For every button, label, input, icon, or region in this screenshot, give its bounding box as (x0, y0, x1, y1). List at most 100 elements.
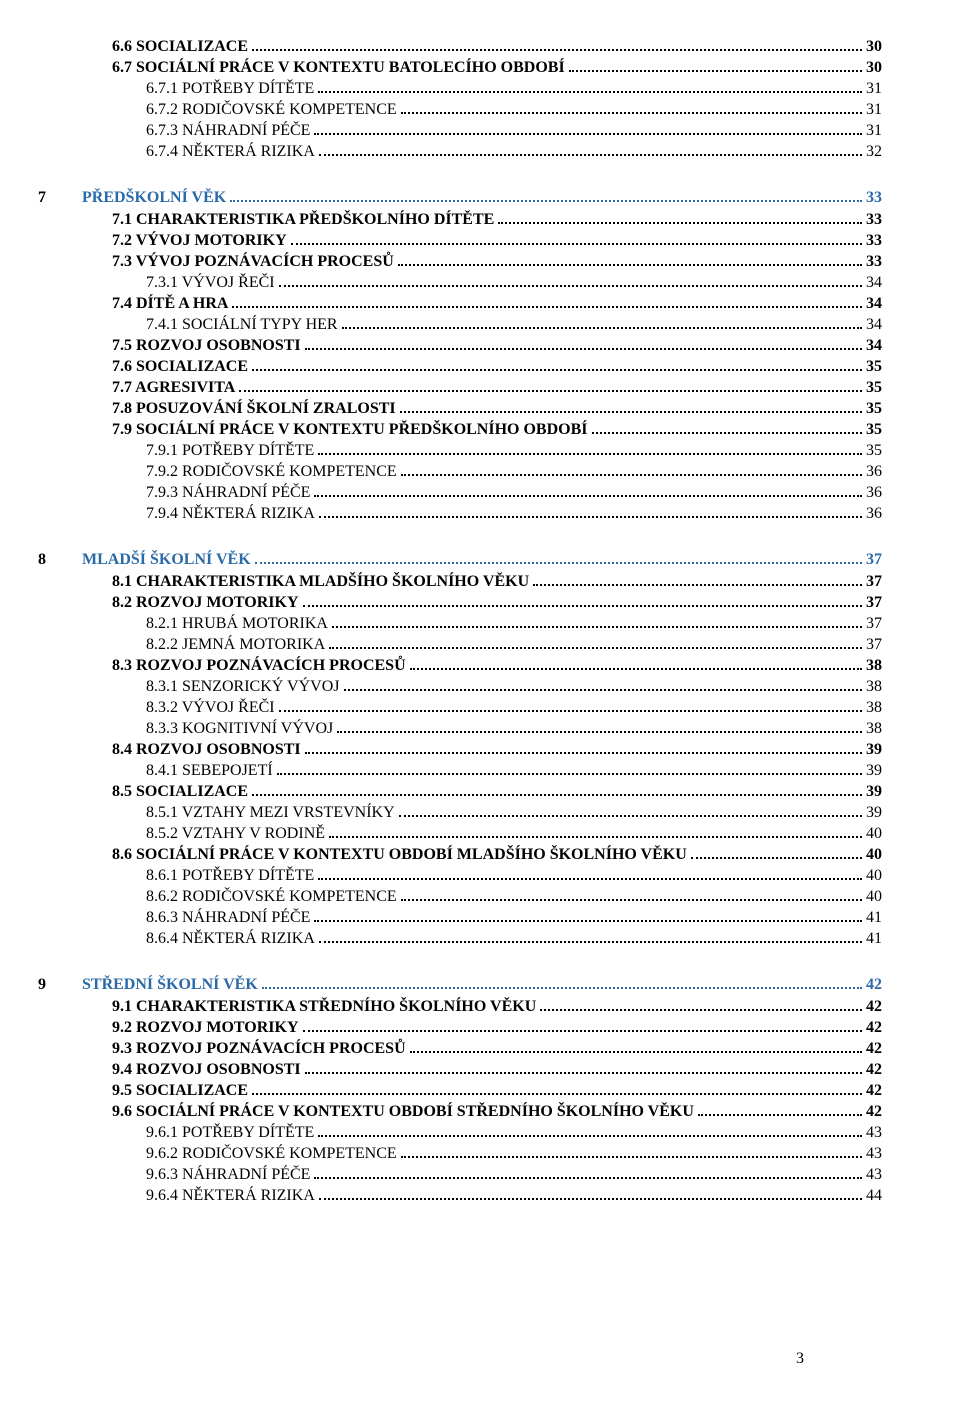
toc-page-number: 36 (866, 463, 882, 481)
toc-leader-dots (239, 390, 862, 392)
toc-label: 8.5.2 VZTAHY V RODINĚ (146, 825, 325, 843)
toc-label: 9.6.4 NĚKTERÁ RIZIKA (146, 1187, 315, 1205)
toc-entry: 7.9.3 NÁHRADNÍ PÉČE36 (146, 484, 882, 502)
toc-page-number: 31 (866, 80, 882, 98)
toc-leader-dots (319, 516, 862, 518)
toc-label: 7.9 SOCIÁLNÍ PRÁCE V KONTEXTU PŘEDŠKOLNÍ… (112, 421, 588, 439)
toc-container: 6.6 SOCIALIZACE 30 6.7 SOCIÁLNÍ PRÁCE V KO… (78, 38, 882, 1398)
toc-leader-dots (319, 154, 862, 156)
toc-leader-dots (332, 626, 862, 628)
toc-entry: 7.4.1 SOCIÁLNÍ TYPY HER 34 (146, 316, 882, 334)
toc-leader-dots (252, 369, 862, 371)
toc-leader-dots (314, 1177, 862, 1179)
toc-page-number: 40 (866, 825, 882, 843)
toc-entry: 7.9.4 NĚKTERÁ RIZIKA36 (146, 505, 882, 523)
toc-entry: 7.9 SOCIÁLNÍ PRÁCE V KONTEXTU PŘEDŠKOLNÍ… (112, 421, 882, 439)
toc-page-number: 33 (866, 211, 882, 229)
toc-entry: 7.6 SOCIALIZACE35 (112, 358, 882, 376)
toc-entry: 7.2 VÝVOJ MOTORIKY33 (112, 232, 882, 250)
toc-leader-dots (329, 836, 862, 838)
toc-label: 8.6.1 POTŘEBY DÍTĚTE (146, 867, 314, 885)
toc-label: 8.6.3 NÁHRADNÍ PÉČE (146, 909, 310, 927)
toc-entry: 6.7.3 NÁHRADNÍ PÉČE31 (146, 122, 882, 140)
toc-page-number: 35 (866, 379, 882, 397)
toc-page-number: 37 (866, 615, 882, 633)
toc-page-number: 40 (866, 867, 882, 885)
toc-leader-dots (318, 453, 862, 455)
toc-page-number: 43 (866, 1124, 882, 1142)
toc-label: 7.6 SOCIALIZACE (112, 358, 248, 376)
toc-label: 7.3.1 VÝVOJ ŘEČI (146, 274, 275, 292)
toc-leader-dots (592, 432, 863, 434)
toc-entry: 7.7 AGRESIVITA 35 (112, 379, 882, 397)
toc-entry: 8.6.2 RODIČOVSKÉ KOMPETENCE40 (146, 888, 882, 906)
toc-leader-dots (410, 668, 862, 670)
toc-leader-dots (252, 49, 862, 51)
toc-page-number: 42 (866, 976, 882, 994)
toc-entry: 8.4.1 SEBEPOJETÍ39 (146, 762, 882, 780)
toc-entry: 8.1 CHARAKTERISTIKA MLADŠÍHO ŠKOLNÍHO VĚ… (112, 573, 882, 591)
toc-entry: 9.6 SOCIÁLNÍ PRÁCE V KONTEXTU OBDOBÍ STŘ… (112, 1103, 882, 1121)
toc-leader-dots (401, 1156, 862, 1158)
toc-label: 9.6 SOCIÁLNÍ PRÁCE V KONTEXTU OBDOBÍ STŘ… (112, 1103, 694, 1121)
toc-entry: 9.4 ROZVOJ OSOBNOSTI42 (112, 1061, 882, 1079)
toc-leader-dots (400, 411, 862, 413)
toc-label: 8.5.1 VZTAHY MEZI VRSTEVNÍKY (146, 804, 395, 822)
toc-label: 7.7 AGRESIVITA (112, 379, 235, 397)
toc-chapter-number: 7 (38, 189, 78, 207)
toc-label: 7.3 VÝVOJ POZNÁVACÍCH PROCESŮ (112, 253, 394, 271)
toc-label: 8.3.3 KOGNITIVNÍ VÝVOJ (146, 720, 333, 738)
toc-label: 6.6 SOCIALIZACE (112, 38, 248, 56)
toc-entry: 8.2.1 HRUBÁ MOTORIKA 37 (146, 615, 882, 633)
toc-leader-dots (342, 327, 862, 329)
toc-leader-dots (252, 794, 862, 796)
toc-label: 7.4.1 SOCIÁLNÍ TYPY HER (146, 316, 338, 334)
toc-label: 7.4 DÍTĚ A HRA (112, 295, 228, 313)
toc-entry: 8.6 SOCIÁLNÍ PRÁCE V KONTEXTU OBDOBÍ MLA… (112, 846, 882, 864)
toc-chapter-number: 9 (38, 976, 78, 994)
toc-page-number: 34 (866, 316, 882, 334)
toc-leader-dots (569, 70, 862, 72)
toc-entry: 9.6.3 NÁHRADNÍ PÉČE43 (146, 1166, 882, 1184)
toc-entry: 7.3 VÝVOJ POZNÁVACÍCH PROCESŮ 33 (112, 253, 882, 271)
toc-leader-dots (262, 987, 862, 989)
toc-label: 9.6.1 POTŘEBY DÍTĚTE (146, 1124, 314, 1142)
toc-label: 8.6.2 RODIČOVSKÉ KOMPETENCE (146, 888, 397, 906)
toc-label: 7.9.4 NĚKTERÁ RIZIKA (146, 505, 315, 523)
toc-label: 6.7.4 NĚKTERÁ RIZIKA (146, 143, 315, 161)
toc-page-number: 42 (866, 1103, 882, 1121)
toc-page-number: 35 (866, 400, 882, 418)
toc-leader-dots (319, 941, 862, 943)
toc-label: 8.2.1 HRUBÁ MOTORIKA (146, 615, 328, 633)
toc-leader-dots (314, 495, 862, 497)
toc-list: 6.6 SOCIALIZACE 30 6.7 SOCIÁLNÍ PRÁCE V KO… (78, 38, 882, 1205)
toc-entry: 9STŘEDNÍ ŠKOLNÍ VĚK42 (78, 976, 882, 994)
toc-leader-dots (401, 112, 862, 114)
toc-label: 7.5 ROZVOJ OSOBNOSTI (112, 337, 301, 355)
toc-label: 6.7 SOCIÁLNÍ PRÁCE V KONTEXTU BATOLECÍHO… (112, 59, 565, 77)
toc-leader-dots (252, 1093, 862, 1095)
toc-page-number: 42 (866, 1040, 882, 1058)
toc-page-number: 37 (866, 636, 882, 654)
toc-leader-dots (277, 773, 862, 775)
toc-entry: 6.7.1 POTŘEBY DÍTĚTE31 (146, 80, 882, 98)
toc-entry: 8.2 ROZVOJ MOTORIKY37 (112, 594, 882, 612)
toc-leader-dots (314, 920, 862, 922)
toc-page-number: 33 (866, 189, 882, 207)
toc-label: STŘEDNÍ ŠKOLNÍ VĚK (82, 976, 258, 994)
toc-page-number: 30 (866, 38, 882, 56)
toc-entry: 8.3.2 VÝVOJ ŘEČI38 (146, 699, 882, 717)
toc-label: 6.7.2 RODIČOVSKÉ KOMPETENCE (146, 101, 397, 119)
toc-label: 7.8 POSUZOVÁNÍ ŠKOLNÍ ZRALOSTI (112, 400, 396, 418)
toc-leader-dots (255, 562, 862, 564)
toc-label: 8.4 ROZVOJ OSOBNOSTI (112, 741, 301, 759)
footer-page-number: 3 (796, 1350, 804, 1368)
toc-label: 8.4.1 SEBEPOJETÍ (146, 762, 273, 780)
toc-label: 9.6.3 NÁHRADNÍ PÉČE (146, 1166, 310, 1184)
toc-entry: 9.5 SOCIALIZACE42 (112, 1082, 882, 1100)
toc-label: 7.1 CHARAKTERISTIKA PŘEDŠKOLNÍHO DÍTĚTE (112, 211, 494, 229)
toc-page-number: 33 (866, 253, 882, 271)
toc-chapter-number: 8 (38, 551, 78, 569)
toc-entry: 8.5.2 VZTAHY V RODINĚ 40 (146, 825, 882, 843)
toc-label: PŘEDŠKOLNÍ VĚK (82, 189, 226, 207)
